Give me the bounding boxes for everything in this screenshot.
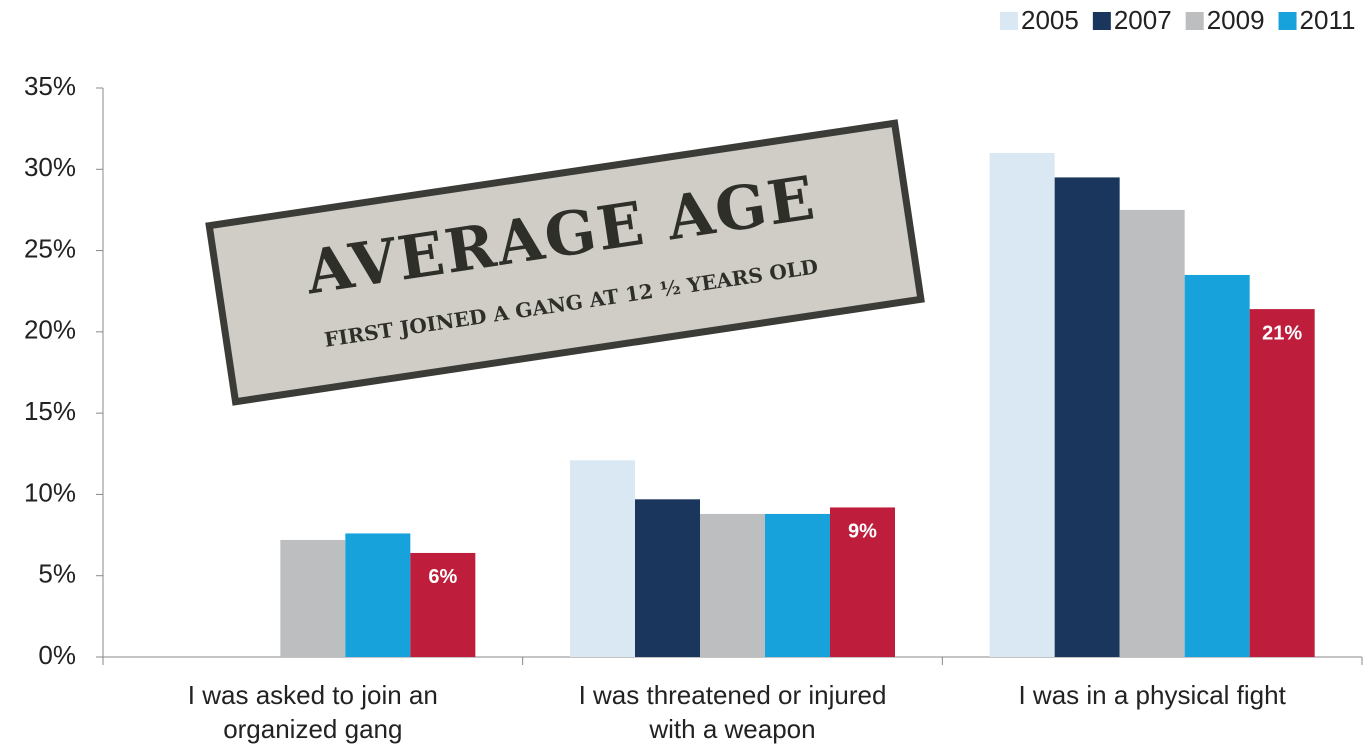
legend-label: 2009: [1207, 5, 1265, 35]
x-tick-label: I was in a physical fight: [1018, 680, 1286, 710]
bar: [345, 533, 411, 657]
bar: [989, 153, 1055, 657]
bar: [1119, 209, 1185, 657]
y-tick-label: 10%: [24, 477, 76, 507]
bar: [1054, 177, 1120, 657]
legend-swatch: [1000, 12, 1018, 30]
y-tick-label: 0%: [38, 640, 76, 670]
annotation-plaque: AVERAGE AGE FIRST JOINED A GANG AT 12 ½ …: [205, 119, 925, 406]
legend-swatch: [1278, 12, 1297, 30]
legend-swatch: [1092, 12, 1111, 30]
x-tick-label: I was threatened or injured with a weapo…: [578, 680, 887, 744]
y-tick-label: 15%: [24, 396, 76, 426]
bar: [1249, 309, 1315, 657]
y-tick-label: 35%: [24, 71, 76, 101]
x-tick-label: I was asked to join an organized gang: [187, 680, 438, 744]
legend-label: 2005: [1021, 5, 1079, 35]
bar: [280, 539, 346, 657]
bar: [830, 507, 895, 657]
legend-swatch: [1185, 12, 1204, 30]
bar: [1184, 274, 1250, 657]
value-label: 21%: [1262, 322, 1302, 344]
y-tick-label: 5%: [38, 559, 76, 589]
y-tick-label: 25%: [24, 233, 76, 263]
bar: [410, 552, 476, 657]
bar: [765, 513, 830, 657]
bar: [700, 513, 765, 657]
y-tick-label: 30%: [24, 152, 76, 182]
legend-label: 2007: [1114, 5, 1172, 35]
bar: [635, 499, 700, 657]
value-label: 6%: [428, 566, 457, 588]
plaque-face: [213, 127, 917, 398]
value-label: 9%: [848, 521, 877, 543]
legend-label: 2011: [1300, 5, 1356, 35]
bar: [570, 460, 635, 657]
y-tick-label: 20%: [24, 315, 76, 345]
